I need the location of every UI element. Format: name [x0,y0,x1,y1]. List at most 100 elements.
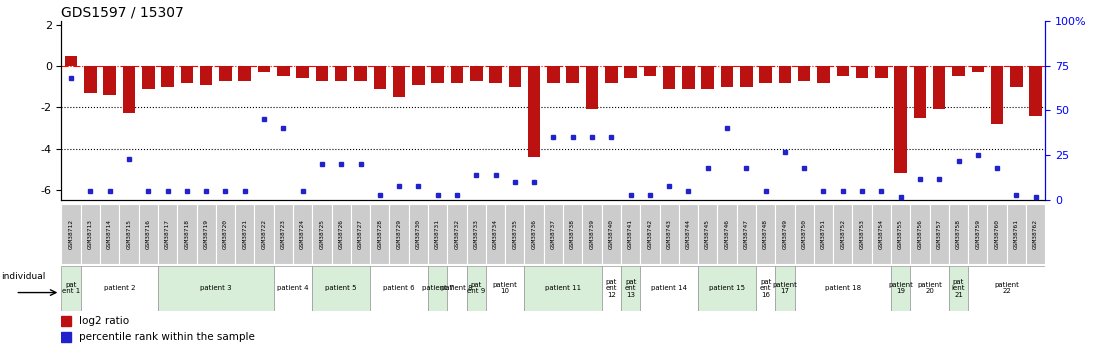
Bar [447,204,466,264]
Text: patient
10: patient 10 [493,282,518,294]
Bar [582,204,601,264]
Bar [486,204,505,264]
Text: GSM38724: GSM38724 [300,219,305,249]
Text: GDS1597 / 15307: GDS1597 / 15307 [61,6,184,20]
Bar [679,204,698,264]
Text: GSM38716: GSM38716 [145,219,151,249]
Text: GSM38723: GSM38723 [281,219,286,249]
Bar [756,266,775,311]
Text: GSM38738: GSM38738 [570,219,575,249]
Text: GSM38725: GSM38725 [320,219,324,249]
Text: log2 ratio: log2 ratio [79,316,130,326]
Bar [1006,204,1026,264]
Bar [701,66,714,89]
Bar [586,66,598,109]
Text: patient 5: patient 5 [325,285,357,291]
Bar [219,66,231,80]
Bar [698,204,718,264]
Text: GSM38757: GSM38757 [937,219,941,249]
Bar [181,66,193,82]
Bar [466,204,486,264]
Text: GSM38729: GSM38729 [397,219,401,249]
Bar [354,66,367,80]
Bar [274,266,312,311]
Bar [778,66,792,82]
Bar [932,66,946,109]
Text: GSM38752: GSM38752 [841,219,845,249]
Text: GSM38761: GSM38761 [1014,219,1018,249]
Bar [910,266,949,311]
Bar [875,66,888,78]
Bar [855,66,869,78]
Bar [972,66,984,72]
Text: GSM38749: GSM38749 [783,219,787,249]
Bar [80,204,101,264]
Bar [641,204,660,264]
Text: GSM38726: GSM38726 [339,219,343,249]
Bar [432,66,444,82]
Bar [547,66,560,82]
Bar [910,204,929,264]
Bar [833,204,852,264]
Text: GSM38747: GSM38747 [743,219,749,249]
Bar [104,66,116,95]
Text: GSM38745: GSM38745 [705,219,710,249]
Text: GSM38736: GSM38736 [532,219,537,249]
Bar [698,266,756,311]
Bar [563,204,582,264]
Text: GSM38719: GSM38719 [203,219,209,249]
Bar [795,266,891,311]
Text: patient 14: patient 14 [651,285,688,291]
Bar [142,66,154,89]
Text: patient 7: patient 7 [421,285,454,291]
Bar [315,66,329,80]
Bar [258,66,271,72]
Bar [543,204,563,264]
Bar [953,66,965,76]
Text: patient
19: patient 19 [888,282,913,294]
Text: GSM38756: GSM38756 [918,219,922,249]
Text: GSM38737: GSM38737 [551,219,556,249]
Bar [61,332,70,342]
Text: GSM38743: GSM38743 [666,219,672,249]
Bar [1030,66,1042,116]
Bar [392,66,406,97]
Bar [351,204,370,264]
Bar [891,204,910,264]
Bar [335,66,348,80]
Bar [61,316,70,326]
Bar [370,266,428,311]
Text: pat
ent 9: pat ent 9 [467,282,485,294]
Bar [65,56,77,66]
Bar [620,266,641,311]
Bar [216,204,235,264]
Bar [620,204,641,264]
Bar [968,204,987,264]
Bar [296,66,309,78]
Bar [158,266,274,311]
Bar [178,204,197,264]
Text: GSM38741: GSM38741 [628,219,633,249]
Bar [721,66,733,87]
Text: GSM38721: GSM38721 [243,219,247,249]
Text: individual: individual [1,272,46,282]
Bar [1011,66,1023,87]
Bar [505,204,524,264]
Text: GSM38732: GSM38732 [454,219,459,249]
Bar [817,66,830,82]
Bar [682,66,694,89]
Bar [949,204,968,264]
Bar [509,66,521,87]
Bar [814,204,833,264]
Text: GSM38718: GSM38718 [184,219,189,249]
Bar [740,66,752,87]
Bar [852,204,872,264]
Bar [312,266,370,311]
Text: GSM38715: GSM38715 [126,219,132,249]
Bar [524,266,601,311]
Text: GSM38740: GSM38740 [609,219,614,249]
Text: patient
22: patient 22 [994,282,1020,294]
Bar [451,66,463,82]
Bar [161,66,174,87]
Bar [524,204,543,264]
